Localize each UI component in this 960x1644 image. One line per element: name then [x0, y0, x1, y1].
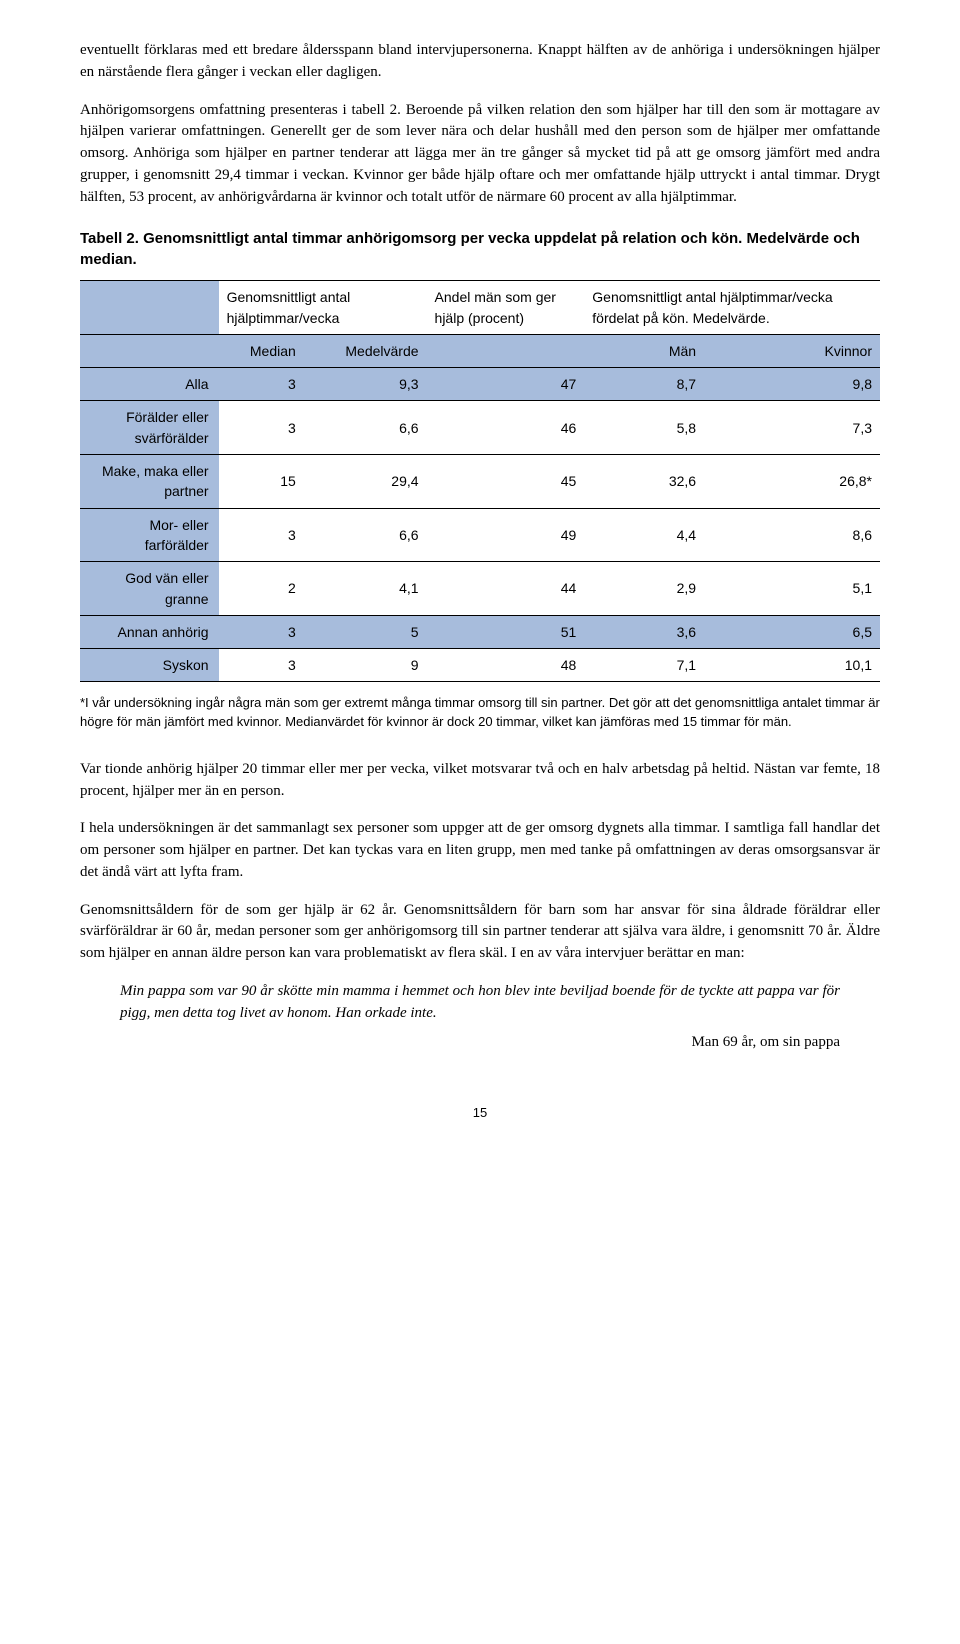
- table-cell: Make, maka eller partner: [80, 455, 219, 509]
- data-table: Genomsnittligt antal hjälptimmar/vecka A…: [80, 280, 880, 682]
- page-number: 15: [80, 1104, 880, 1123]
- table-cell: 3: [219, 649, 304, 682]
- table-footnote: *I vår undersökning ingår några män som …: [80, 694, 880, 730]
- table-header-cell: Män: [584, 334, 704, 367]
- table-cell: 9: [304, 649, 427, 682]
- table-header-cell: Genomsnittligt antal hjälptimmar/vecka f…: [584, 281, 880, 335]
- table-cell: 45: [427, 455, 585, 509]
- table-header-cell: Median: [219, 334, 304, 367]
- table-cell: Syskon: [80, 649, 219, 682]
- table-cell: God vän eller granne: [80, 562, 219, 616]
- table-cell: 48: [427, 649, 585, 682]
- table-cell: 4,1: [304, 562, 427, 616]
- table-row: Annan anhörig35513,66,5: [80, 615, 880, 648]
- table-cell: 6,6: [304, 508, 427, 562]
- body-paragraph: I hela undersökningen är det sammanlagt …: [80, 818, 880, 883]
- body-paragraph: eventuellt förklaras med ett bredare åld…: [80, 40, 880, 84]
- table-header-cell: Kvinnor: [704, 334, 880, 367]
- table-cell: 10,1: [704, 649, 880, 682]
- table-header-cell: Medelvärde: [304, 334, 427, 367]
- table-cell: 4,4: [584, 508, 704, 562]
- table-cell: 2,9: [584, 562, 704, 616]
- table-cell: 3: [219, 615, 304, 648]
- table-cell: 8,7: [584, 368, 704, 401]
- table-cell: 44: [427, 562, 585, 616]
- table-cell: Alla: [80, 368, 219, 401]
- table-cell: 51: [427, 615, 585, 648]
- block-quote: Min pappa som var 90 år skötte min mamma…: [120, 981, 840, 1025]
- table-cell: 5,1: [704, 562, 880, 616]
- body-paragraph: Var tionde anhörig hjälper 20 timmar ell…: [80, 759, 880, 803]
- table-cell: 8,6: [704, 508, 880, 562]
- table-cell: 9,3: [304, 368, 427, 401]
- table-cell: 15: [219, 455, 304, 509]
- table-row: Alla39,3478,79,8: [80, 368, 880, 401]
- table-cell: 3,6: [584, 615, 704, 648]
- table-header-row-2: Median Medelvärde Män Kvinnor: [80, 334, 880, 367]
- table-row: Förälder eller svärförälder36,6465,87,3: [80, 401, 880, 455]
- quote-attribution: Man 69 år, om sin pappa: [80, 1032, 840, 1054]
- table-cell: Förälder eller svärförälder: [80, 401, 219, 455]
- table-header-cell: Andel män som ger hjälp (procent): [427, 281, 585, 335]
- table-cell: 9,8: [704, 368, 880, 401]
- table-header-row-1: Genomsnittligt antal hjälptimmar/vecka A…: [80, 281, 880, 335]
- table-cell: 3: [219, 401, 304, 455]
- table-cell: 6,5: [704, 615, 880, 648]
- table-cell: 3: [219, 368, 304, 401]
- table-header-cell: [80, 334, 219, 367]
- table-cell: 2: [219, 562, 304, 616]
- table-header-cell: [80, 281, 219, 335]
- table-cell: 5,8: [584, 401, 704, 455]
- table-cell: Mor- eller farförälder: [80, 508, 219, 562]
- table-cell: 47: [427, 368, 585, 401]
- table-row: Make, maka eller partner1529,44532,626,8…: [80, 455, 880, 509]
- table-row: Mor- eller farförälder36,6494,48,6: [80, 508, 880, 562]
- table-cell: 7,3: [704, 401, 880, 455]
- body-paragraph: Anhörigomsorgens omfattning presenteras …: [80, 100, 880, 209]
- table-cell: 6,6: [304, 401, 427, 455]
- table-cell: 32,6: [584, 455, 704, 509]
- table-cell: 3: [219, 508, 304, 562]
- table-cell: 49: [427, 508, 585, 562]
- table-header-cell: [427, 334, 585, 367]
- table-cell: 5: [304, 615, 427, 648]
- table-caption: Tabell 2. Genomsnittligt antal timmar an…: [80, 228, 880, 270]
- table-cell: 7,1: [584, 649, 704, 682]
- table-cell: Annan anhörig: [80, 615, 219, 648]
- body-paragraph: Genomsnittsåldern för de som ger hjälp ä…: [80, 900, 880, 965]
- table-row: God vän eller granne24,1442,95,1: [80, 562, 880, 616]
- table-cell: 46: [427, 401, 585, 455]
- table-cell: 29,4: [304, 455, 427, 509]
- table-cell: 26,8*: [704, 455, 880, 509]
- table-header-cell: Genomsnittligt antal hjälptimmar/vecka: [219, 281, 427, 335]
- table-row: Syskon39487,110,1: [80, 649, 880, 682]
